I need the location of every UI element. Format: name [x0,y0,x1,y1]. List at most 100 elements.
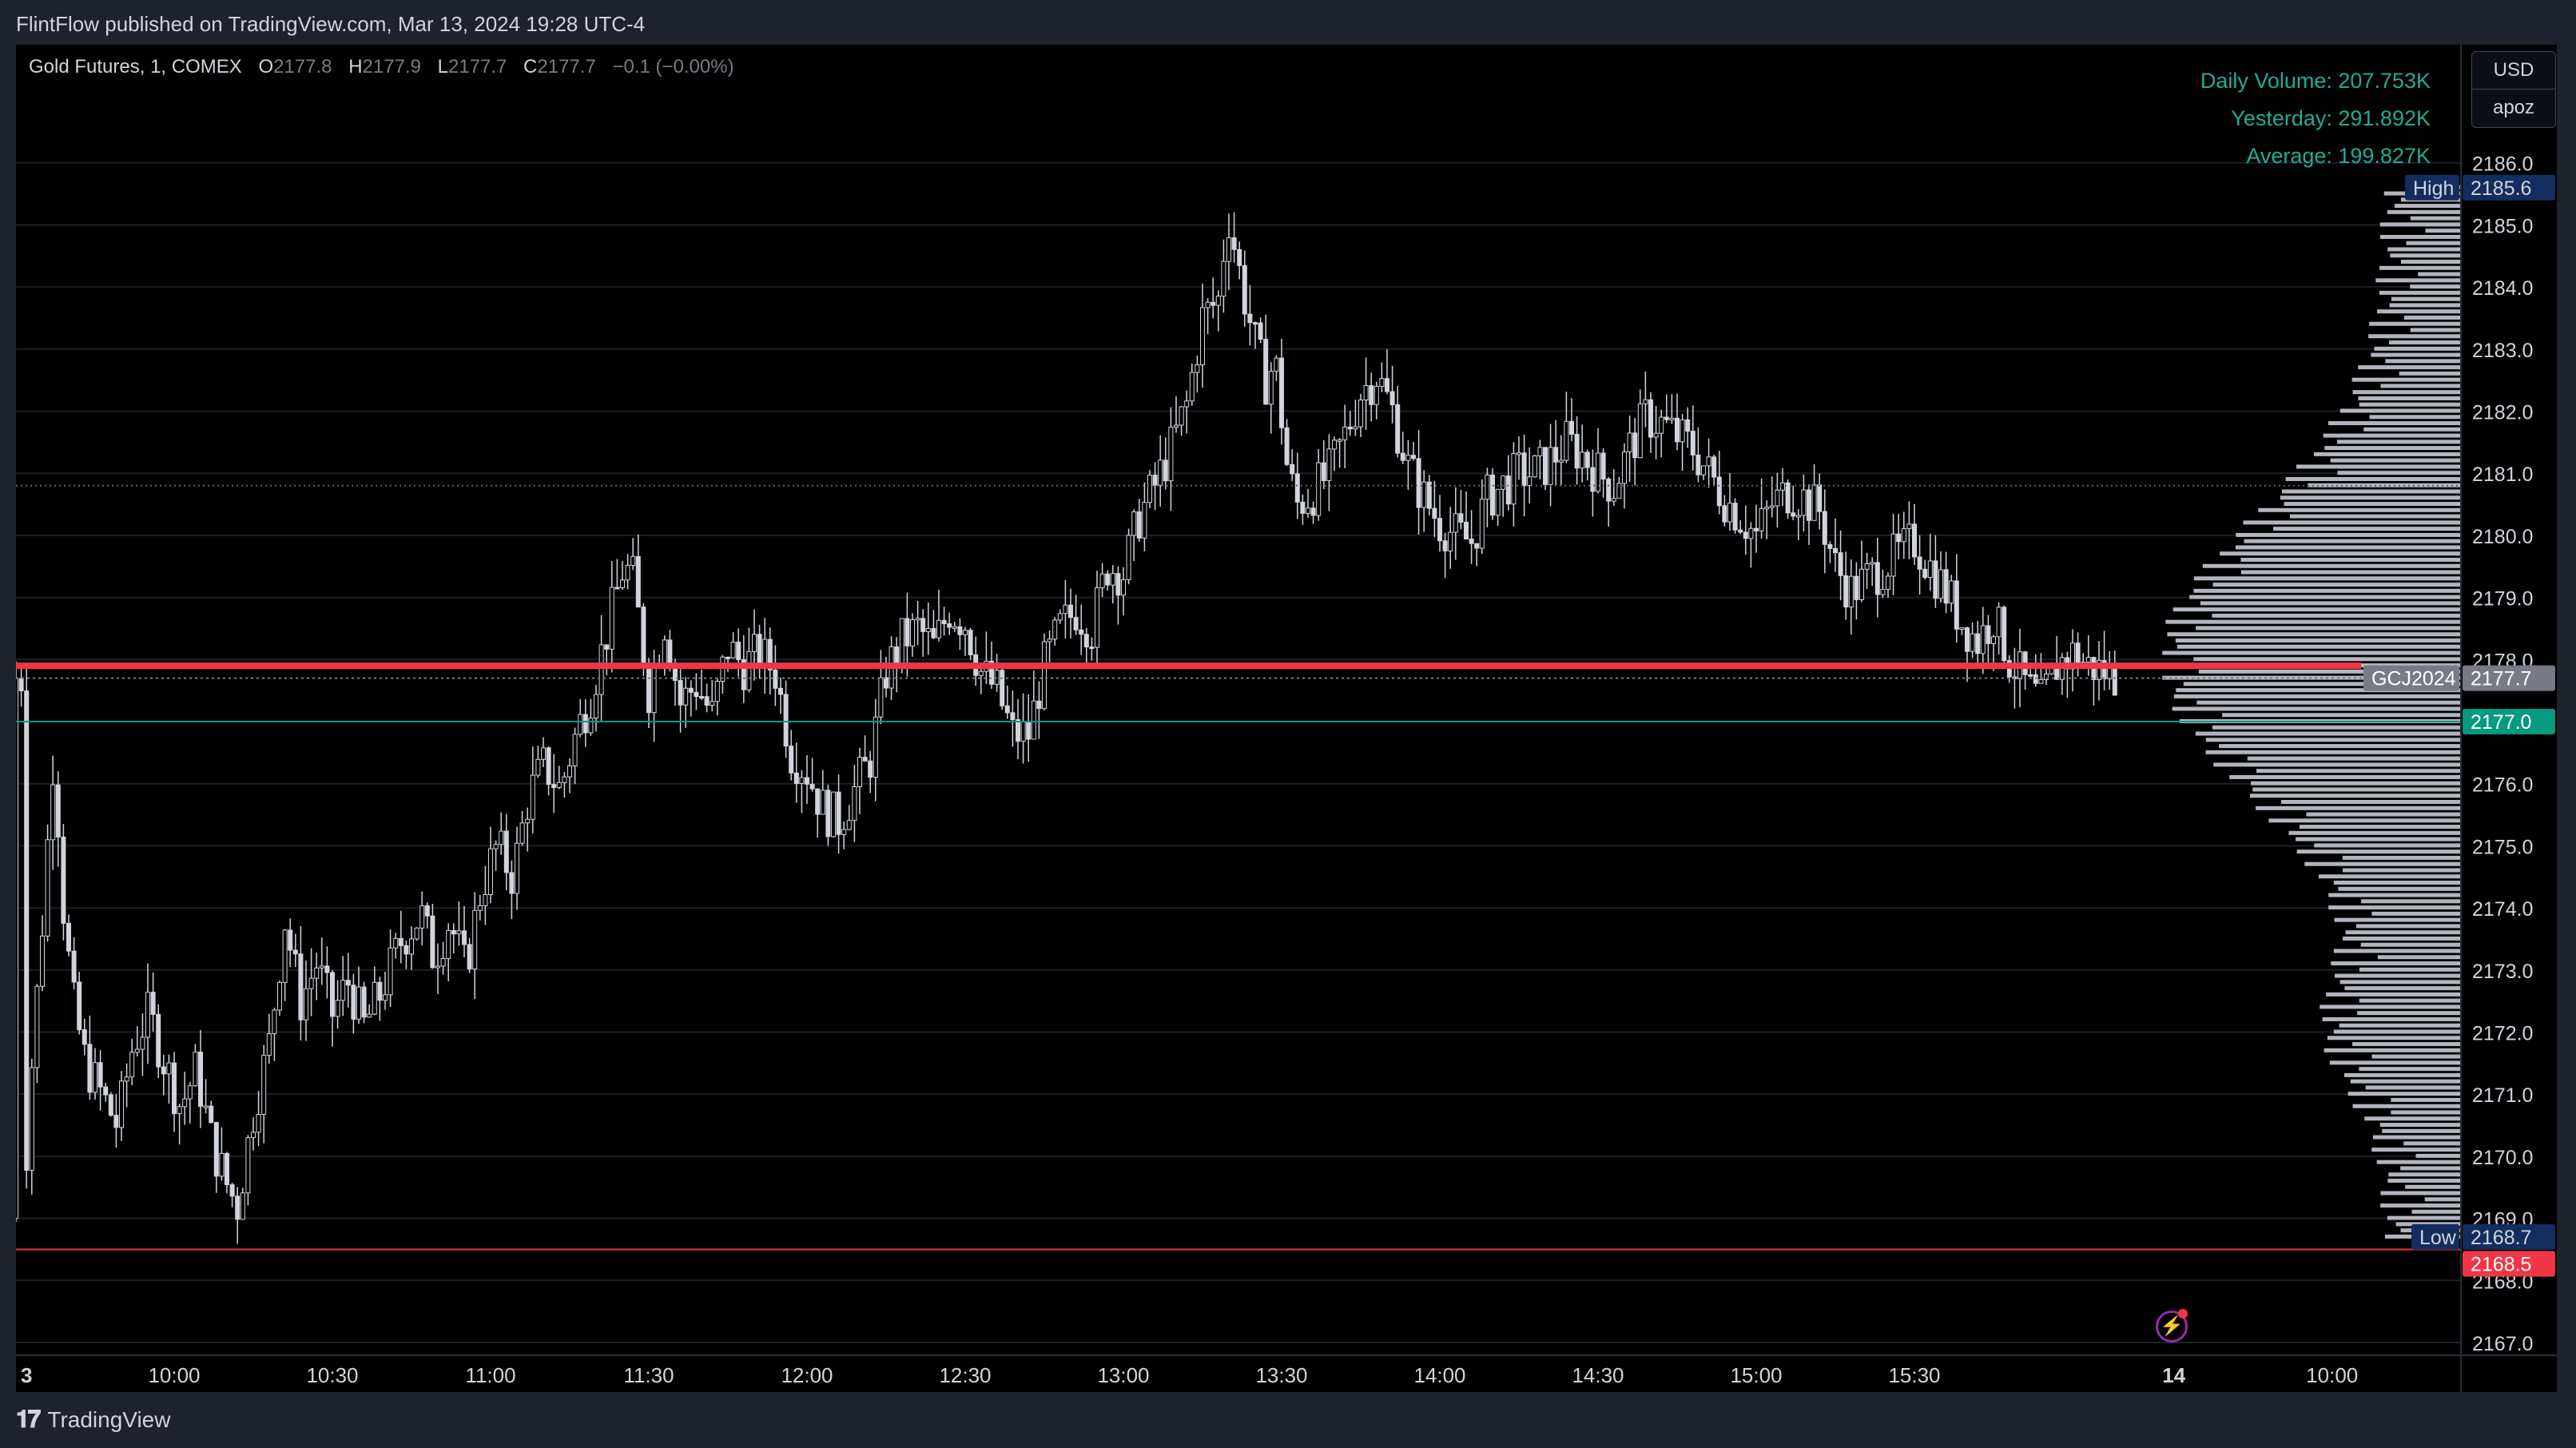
time-tick: 14:00 [1413,1363,1465,1387]
volume-profile-bar [2333,1029,2461,1034]
time-tick: 10:00 [148,1363,200,1387]
volume-profile-bar [2193,588,2461,593]
currency-button[interactable]: USD [2493,59,2534,81]
candle-body [1174,424,1179,428]
candle-body [884,677,888,689]
volume-profile-bar [2256,769,2461,774]
volume-profile-bar [2365,1085,2461,1090]
lightning-icon[interactable]: ⚡ [2156,1311,2188,1343]
volume-profile-bar [2343,1072,2461,1077]
volume-profile-bar [2372,1135,2461,1140]
volume-profile-bar [2418,272,2461,276]
candle-body [1600,452,1606,480]
candle-body [1532,455,1537,478]
price-tick: 2186.0 [2472,153,2533,176]
candle-body [229,1183,235,1197]
yesterday-volume: Yesterday: 291.892K [2231,106,2431,130]
volume-profile-bar [2333,949,2461,953]
volume-profile-bar [2379,1123,2461,1128]
candle-body [936,619,941,638]
chart-pane[interactable]: 2186.0 2185.0 2184.0 2183.0 2182.0 2181.0 2180… [16,45,2557,1392]
candle-body [1432,507,1437,519]
chart-canvas[interactable]: 2186.0 2185.0 2184.0 2183.0 2182.0 2181.0 2180… [16,45,2557,1392]
candle-body [1580,452,1585,469]
volume-profile-bar [2347,1092,2461,1096]
volume-profile-bar [2415,1153,2461,1158]
candle-body [193,1052,198,1087]
candle-body [1063,604,1068,615]
candle-body [1353,426,1358,430]
volume-profile-bar [2331,961,2461,966]
candle-body [414,927,419,940]
candle-body [556,782,562,789]
candle-body [145,992,150,1038]
candle-body [1912,523,1917,558]
candle-body [551,784,557,789]
currency-unit-box[interactable]: USD apoz [2471,51,2556,128]
candle-body [256,1114,261,1133]
scale-layout-button[interactable]: apoz [2472,89,2555,126]
candle-body [2038,679,2044,684]
volume-profile-bar [2249,794,2461,798]
candle-body [1200,307,1205,366]
candle-body [825,790,831,837]
volume-profile-bar [2361,899,2461,904]
volume-profile-bar [2410,328,2461,332]
candle-body [81,1029,87,1045]
candle-body [1548,447,1553,485]
volume-profile-bar [2256,806,2461,810]
candle-body [1089,646,1095,650]
volume-profile-bar [2299,825,2461,829]
volume-profile-bar [2425,229,2461,233]
candle-body [1643,399,1648,404]
candle-body [1453,513,1458,533]
candle-body [1780,482,1785,491]
candle-body [852,786,857,821]
volume-profile-bar [2326,992,2461,996]
candle-body [952,626,957,629]
candle-body [710,701,715,706]
candle-body [1121,579,1126,596]
volume-profile-bar [2375,278,2461,283]
volume-profile-bar [2391,1097,2461,1102]
candle-body [836,791,841,835]
red-level-tag-bg [2463,1251,2555,1277]
symbol-legend[interactable]: Gold Futures, 1, COMEX O2177.8 H2177.9 L… [29,56,734,78]
candle-body [272,1009,277,1035]
candle-body [277,981,282,1011]
candle-body [1848,575,1854,608]
notification-dot [2178,1309,2188,1319]
candle-body [651,666,657,714]
candle-body [1263,339,1269,405]
volume-profile-bar [2371,1148,2461,1152]
volume-profile-bar [2314,843,2461,848]
volume-profile-bar [2167,632,2461,637]
volume-profile-bar [2322,1016,2461,1021]
volume-profile-bar [2173,694,2461,698]
price-tick: 2167.0 [2472,1333,2533,1355]
candle-body [1073,617,1079,631]
candle-body [1079,629,1084,635]
candle-body [1437,518,1442,542]
candle-body [330,972,335,1017]
candle-body [1442,540,1448,551]
candle-body [1147,475,1152,503]
time-tick: 13:00 [1097,1363,1149,1387]
volume-profile-bar [2200,601,2461,606]
candle-body [50,784,56,841]
candle-body [641,607,646,666]
volume-profile-bar [2205,750,2461,754]
candle-body [519,822,525,844]
candle-body [103,1086,109,1096]
candle-body [1584,452,1590,468]
candle-body [635,555,641,608]
volume-profile-bar [2358,396,2461,400]
volume-profile-bar [2359,998,2461,1003]
price-tick: 2179.0 [2472,588,2533,611]
tradingview-logo[interactable]: 𝟏𝟕 TradingView [16,1402,170,1438]
candle-body [1458,513,1464,523]
volume-profile-bar [2380,384,2461,388]
symbol-name[interactable]: Gold Futures, 1, COMEX [29,56,242,78]
candle-body [1290,463,1295,475]
volume-profile-bar [2196,626,2461,631]
